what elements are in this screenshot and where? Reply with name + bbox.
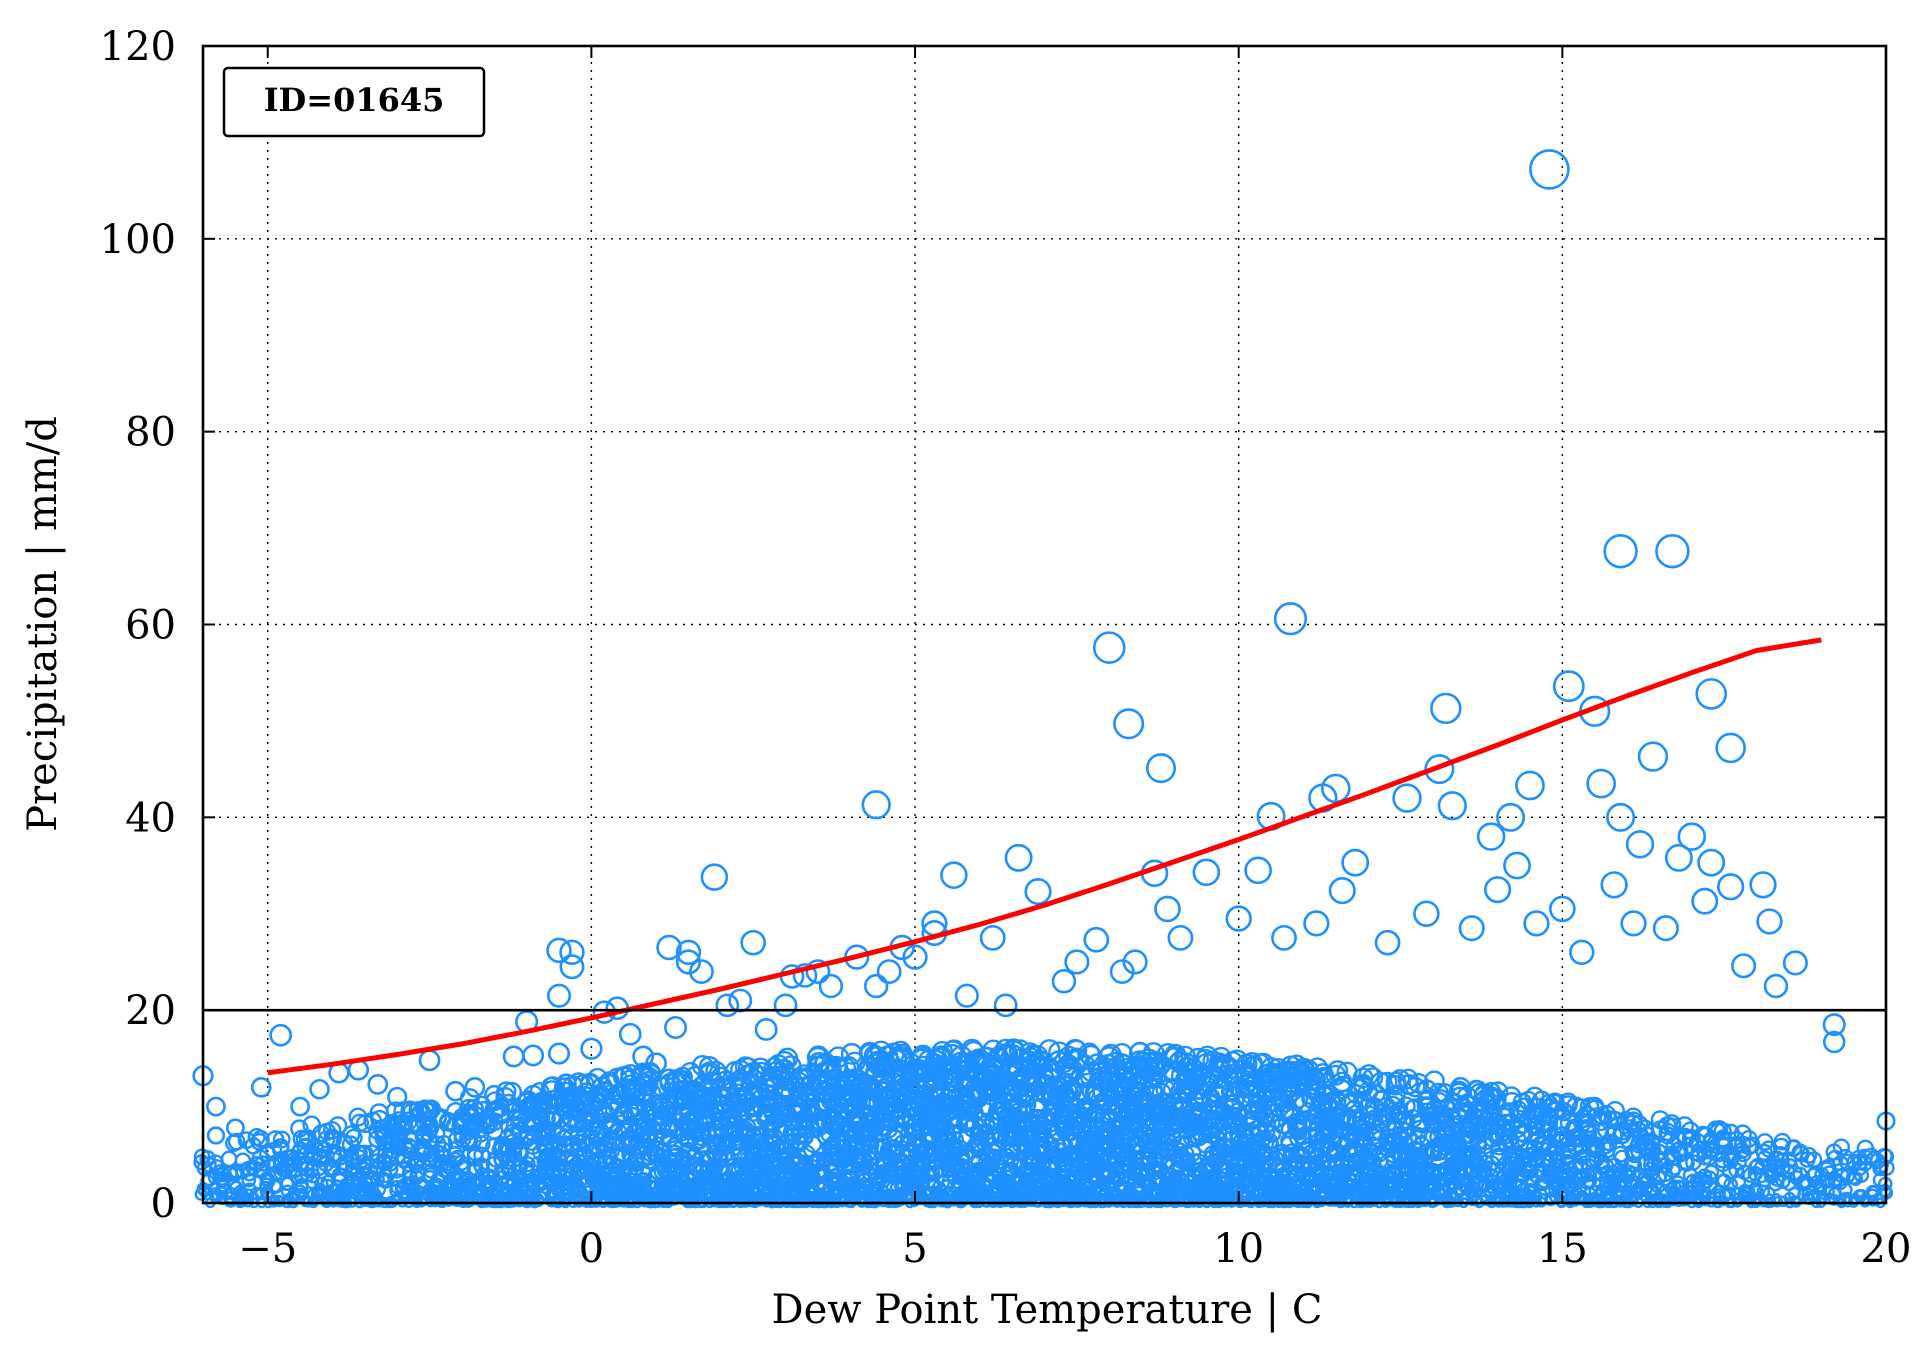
grid-layer xyxy=(203,46,1886,1203)
